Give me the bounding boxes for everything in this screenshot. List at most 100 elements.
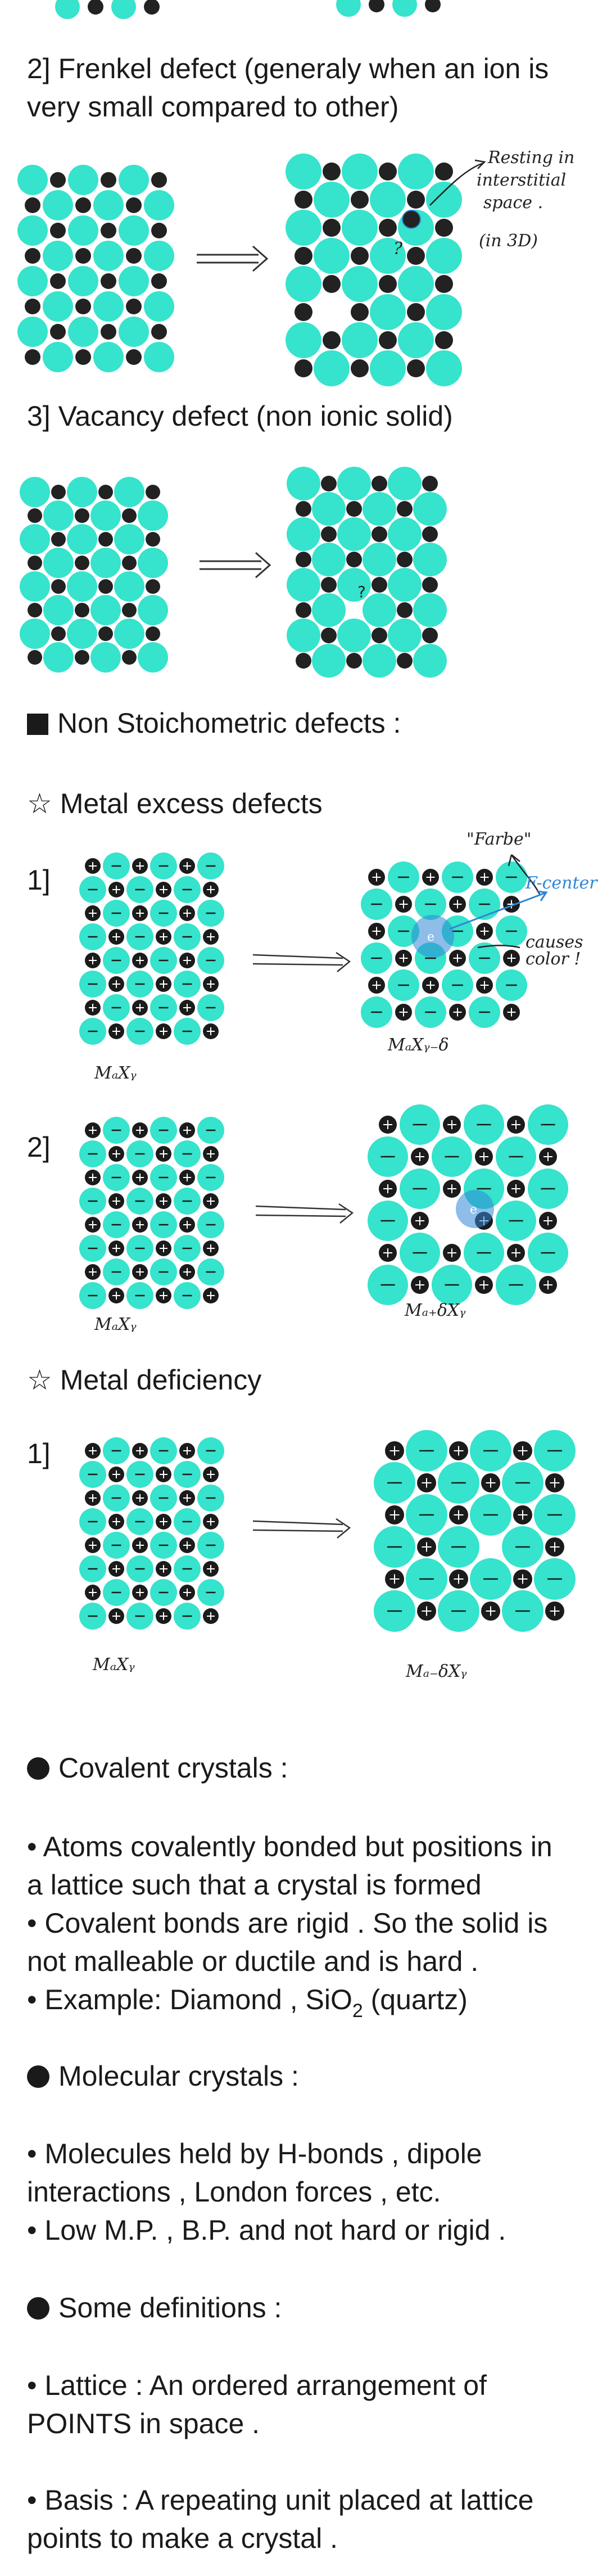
cation-sphere: [337, 619, 371, 652]
cation-sphere: [90, 642, 121, 673]
reaction-arrow: [252, 1518, 351, 1539]
anion-sphere: [379, 275, 397, 293]
formula-after: Mₐ₊δXᵧ: [404, 1301, 466, 1320]
anion-sphere: [351, 359, 369, 377]
anion-sphere: [50, 223, 66, 238]
cation-sphere: [426, 350, 462, 386]
cation-sphere: [93, 241, 124, 271]
cation-sphere: [114, 524, 144, 554]
molecular-bullet-2: • Low M.P. , B.P. and not hard or rigid …: [27, 2214, 506, 2246]
anion-sphere: [351, 247, 369, 265]
cation-sphere: [337, 517, 371, 551]
interstitial-ion: [402, 210, 421, 229]
anion-sphere: [422, 526, 438, 542]
cation-sphere: [287, 467, 320, 500]
molecular-heading-text: Molecular crystals :: [58, 2060, 299, 2092]
anion-sphere: [75, 299, 91, 314]
molecular-bullet-1a: • Molecules held by H-bonds , dipole: [27, 2138, 482, 2169]
formula-before: MₐXᵧ: [92, 1655, 135, 1675]
formula-before: MₐXᵧ: [94, 1315, 137, 1334]
cation-sphere: [138, 500, 168, 531]
cation-sphere: [388, 568, 422, 602]
cation-sphere: [144, 342, 174, 372]
anion-sphere: [126, 197, 142, 213]
cation-sphere: [119, 266, 149, 296]
electron-label: e: [427, 930, 434, 944]
anion-sphere: [122, 603, 137, 617]
cation-sphere: [286, 154, 321, 190]
covalent-heading: Covalent crystals :: [27, 1749, 288, 1787]
cation-sphere: [90, 500, 121, 531]
cation-sphere: [114, 619, 144, 649]
cation-sphere: [144, 241, 174, 271]
cation-sphere: [363, 644, 396, 678]
definition-basis-a: • Basis : A repeating unit placed at lat…: [27, 2484, 534, 2516]
cation-sphere: [286, 266, 321, 302]
cation-sphere: [342, 210, 378, 246]
vacancy-mark: ?: [357, 583, 366, 601]
anion-sphere: [51, 626, 66, 641]
frenkel-diagram: ? Resting in interstitial space . (in 3D…: [17, 148, 574, 386]
cation-sphere: [20, 524, 50, 554]
cation-sphere: [17, 215, 48, 246]
cation-sphere: [119, 317, 149, 347]
cation-sphere: [17, 165, 48, 195]
causes-note-2: color !: [526, 949, 581, 969]
cation-sphere: [138, 548, 168, 578]
cation-sphere: [312, 492, 346, 526]
anion-sphere: [25, 197, 40, 213]
cation-sphere: [312, 543, 346, 576]
definition-lattice-a: • Lattice : An ordered arrangement of: [27, 2370, 487, 2401]
anion-sphere: [407, 303, 425, 321]
cation-sphere: [370, 238, 406, 274]
anion-sphere: [379, 331, 397, 349]
cation-sphere: [342, 266, 378, 302]
anion-sphere: [295, 247, 312, 265]
anion-sphere: [435, 219, 453, 237]
anion-sphere: [51, 579, 66, 594]
metal-deficiency-lattice-before: [79, 1437, 224, 1630]
cation-sphere: [114, 477, 144, 507]
anion-sphere: [98, 532, 113, 547]
anion-sphere: [296, 602, 311, 618]
cation-sphere: [398, 154, 434, 190]
cation-sphere: [67, 619, 97, 649]
anion-sphere: [397, 653, 413, 669]
anion-sphere: [372, 628, 387, 643]
cation-sphere: [138, 642, 168, 673]
anion-sphere: [101, 324, 116, 340]
f-center-glow: [411, 915, 454, 958]
anion-sphere: [98, 579, 113, 594]
anion-sphere: [407, 191, 425, 209]
anion-sphere: [323, 331, 341, 349]
circle-bullet-icon: [27, 1757, 49, 1780]
cation-sphere: [93, 291, 124, 322]
cation-sphere: [144, 190, 174, 220]
cation-sphere: [93, 190, 124, 220]
cation-sphere: [43, 342, 73, 372]
note-line-4: (in 3D): [479, 231, 538, 251]
vacancy-lattice-after: [287, 467, 447, 678]
anion-sphere: [101, 223, 116, 238]
cation-sphere: [388, 619, 422, 652]
metal-deficiency-text: Metal deficiency: [60, 1364, 262, 1396]
anion-sphere: [146, 485, 160, 499]
metal-excess-diagram-2: e MₐXᵧ Mₐ₊δXᵧ: [79, 1104, 568, 1334]
anion-sphere: [144, 0, 160, 15]
molecular-heading: Molecular crystals :: [27, 2057, 299, 2095]
anion-sphere: [151, 324, 167, 340]
cation-sphere: [413, 644, 447, 678]
molecular-bullet-1b: interactions , London forces , etc.: [27, 2176, 441, 2208]
cation-sphere: [90, 595, 121, 625]
anion-sphere: [379, 219, 397, 237]
farbe-note: "Farbe": [466, 829, 532, 849]
cation-sphere: [20, 477, 50, 507]
anion-sphere: [50, 324, 66, 340]
anion-sphere: [295, 191, 312, 209]
reaction-arrow: [197, 245, 269, 272]
causes-note-1: causes: [526, 932, 583, 952]
anion-sphere: [379, 163, 397, 181]
cation-sphere: [337, 568, 371, 602]
anion-sphere: [151, 172, 167, 188]
reaction-arrow: [255, 1203, 354, 1224]
